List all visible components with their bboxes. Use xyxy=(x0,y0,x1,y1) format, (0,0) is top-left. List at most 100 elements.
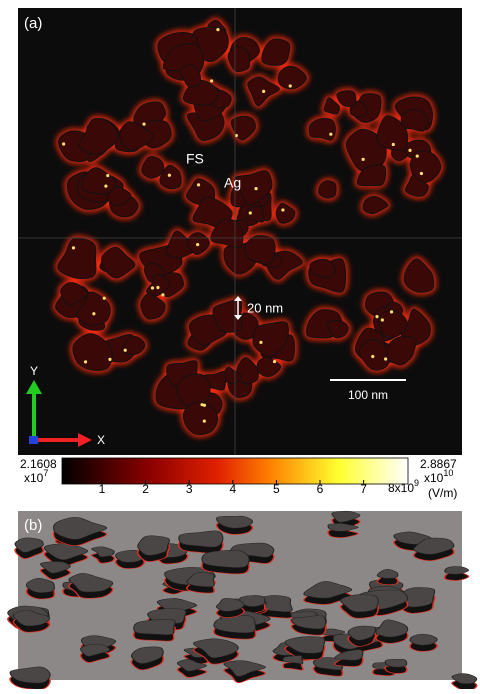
particle-top xyxy=(80,643,111,657)
particle-top xyxy=(137,535,170,556)
particle xyxy=(121,335,146,356)
particle-3d xyxy=(52,516,108,547)
colorbar-tick-label: 7 xyxy=(360,482,367,496)
exponent: 9 xyxy=(414,478,419,488)
particle xyxy=(176,373,211,407)
particle-top xyxy=(216,515,254,529)
hot-spot xyxy=(123,348,127,352)
particle-top xyxy=(14,537,44,553)
particle-3d xyxy=(384,658,408,674)
nanoparticles-3d xyxy=(7,510,478,691)
particle-3d xyxy=(178,530,224,554)
particle-top xyxy=(375,619,409,638)
hot-spot xyxy=(234,133,238,138)
particle xyxy=(377,310,409,339)
particle-3d xyxy=(39,561,72,580)
panel-label: (a) xyxy=(24,15,42,32)
particle-3d xyxy=(409,633,438,652)
colorbar-tick-label: 6 xyxy=(317,482,324,496)
particle-top xyxy=(284,636,326,654)
hot-spot xyxy=(92,312,96,316)
particle-3d xyxy=(339,594,379,619)
particle-3d xyxy=(12,609,51,633)
particle-3d xyxy=(312,657,344,677)
hot-spot xyxy=(389,310,394,314)
hot-spot xyxy=(196,242,200,247)
particle-3d xyxy=(25,578,56,600)
hot-spot xyxy=(142,122,146,126)
particle xyxy=(227,46,251,73)
particle-3d xyxy=(223,660,267,684)
hot-spot xyxy=(156,285,160,290)
hot-spot xyxy=(83,360,88,364)
particle-top xyxy=(91,546,115,558)
colorbar-ticks: 1 2 3 4 5 6 7 xyxy=(99,480,367,496)
particle xyxy=(326,319,349,339)
base: x10 xyxy=(24,471,44,485)
particle-top xyxy=(223,660,266,677)
particle-3d xyxy=(284,636,326,660)
particle xyxy=(261,38,291,66)
particle-top xyxy=(384,658,408,668)
hot-spot xyxy=(408,148,412,152)
hot-spot xyxy=(288,84,292,88)
particle-3d xyxy=(90,546,116,564)
particle-3d xyxy=(136,535,171,562)
particle-3d xyxy=(79,643,111,663)
particle-3d xyxy=(186,572,216,594)
particle-3d xyxy=(290,615,327,636)
particle-top xyxy=(340,594,379,613)
particle xyxy=(318,180,337,199)
particle xyxy=(386,335,417,366)
scale-bar-label: 100 nm xyxy=(348,388,388,402)
particle-3d xyxy=(176,658,208,678)
colorbar-tick-label: 3 xyxy=(186,482,193,496)
particle xyxy=(308,118,336,141)
hot-spot xyxy=(259,340,263,344)
particle-3d xyxy=(412,537,455,561)
particle-top xyxy=(133,619,176,635)
hot-spot xyxy=(202,419,206,423)
particle xyxy=(403,258,435,293)
colorbar-tick-label: 2 xyxy=(142,482,149,496)
particle xyxy=(106,186,132,206)
particle-3d xyxy=(327,523,359,538)
colorbar-tick-label: 8x109 xyxy=(388,478,419,495)
axis-triad xyxy=(26,380,92,447)
particle-top xyxy=(413,537,455,555)
particle xyxy=(119,121,155,151)
hot-spot xyxy=(104,184,108,188)
particle-top xyxy=(40,561,71,574)
hot-spot xyxy=(380,318,384,322)
particle-top xyxy=(215,598,245,612)
particle xyxy=(179,64,202,88)
particle xyxy=(140,292,166,320)
particle xyxy=(409,150,442,185)
colorbar-max-exp: x1010 xyxy=(424,468,453,485)
particle xyxy=(252,321,289,357)
particle-top xyxy=(303,581,353,599)
particle-3d xyxy=(68,573,114,599)
base: 8x10 xyxy=(388,481,414,495)
hot-spot xyxy=(391,142,395,147)
particle-3d xyxy=(14,537,45,559)
particle xyxy=(101,246,136,279)
particle xyxy=(60,282,89,307)
particle xyxy=(275,202,296,224)
particle xyxy=(72,333,114,371)
particle-3d xyxy=(215,515,254,535)
particle-top xyxy=(347,625,377,641)
particle-3d xyxy=(347,625,377,647)
axis-label: X xyxy=(97,433,105,447)
particle xyxy=(245,205,265,223)
colorbar-tick-label: 1 xyxy=(99,482,106,496)
particle xyxy=(376,115,409,152)
hot-spot xyxy=(262,89,266,93)
hot-spot xyxy=(216,28,220,32)
hot-spot xyxy=(150,286,155,290)
particle-3d xyxy=(213,615,257,640)
particle-3d xyxy=(451,673,478,691)
particle xyxy=(141,156,165,179)
particle-3d xyxy=(114,550,146,569)
particle-top xyxy=(193,638,239,659)
